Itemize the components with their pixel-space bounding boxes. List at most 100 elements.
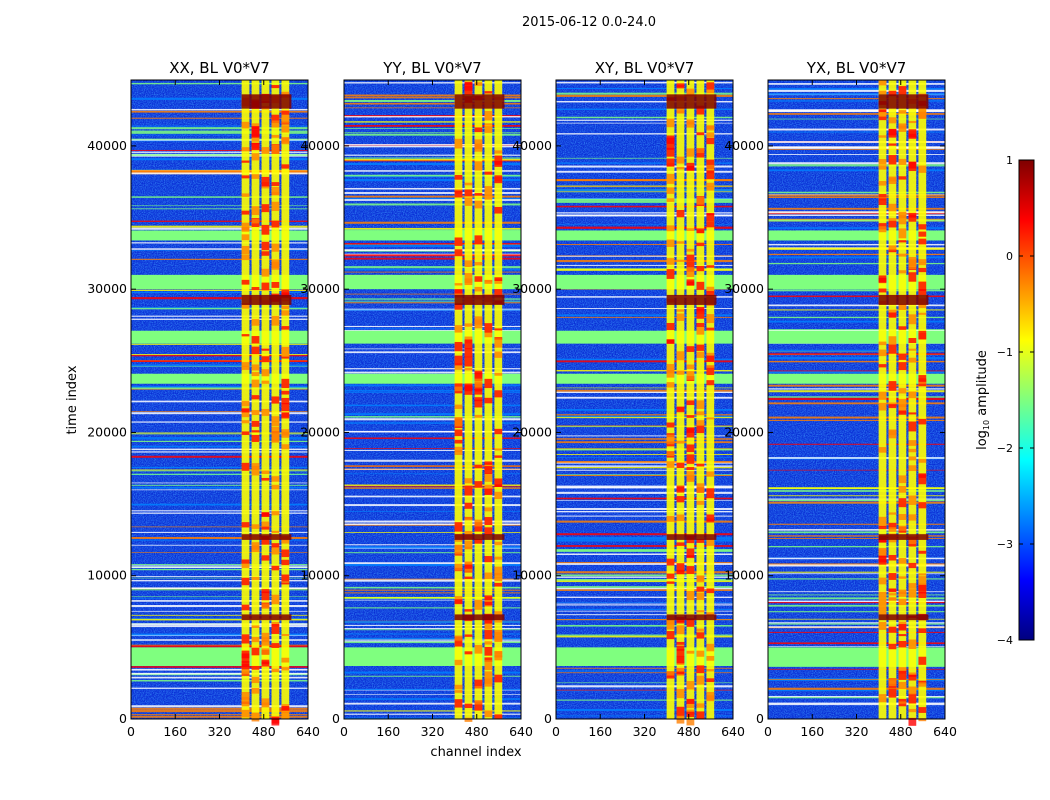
channel-blob — [281, 305, 290, 310]
time-stripe — [131, 526, 308, 528]
strong-band — [878, 294, 929, 305]
time-stripe — [556, 576, 733, 578]
time-stripe — [556, 185, 733, 187]
channel-blob — [464, 189, 473, 197]
channel-blob — [908, 357, 917, 363]
time-stripe — [344, 325, 521, 328]
channel-blob — [494, 455, 503, 458]
channel-blob — [888, 688, 897, 698]
time-stripe — [768, 531, 945, 534]
channel-blob — [484, 111, 493, 121]
channel-blob — [241, 663, 250, 670]
channel-blob — [878, 577, 887, 585]
time-stripe — [556, 201, 733, 203]
channel-blob — [241, 400, 250, 407]
channel-blob — [898, 253, 907, 257]
channel-blob — [908, 536, 917, 545]
channel-blob — [918, 224, 927, 230]
time-stripe — [131, 705, 308, 708]
channel-blob — [676, 370, 685, 375]
channel-blob — [454, 450, 463, 455]
time-stripe — [131, 154, 308, 156]
channel-blob — [898, 410, 907, 415]
channel-blob — [494, 541, 503, 546]
channel-blob — [676, 645, 685, 651]
time-stripe — [131, 666, 308, 668]
time-stripe — [768, 457, 945, 459]
channel-blob — [666, 369, 675, 378]
channel-blob — [281, 125, 290, 133]
channel-blob — [271, 135, 280, 138]
strong-band — [666, 534, 717, 540]
time-stripe — [556, 461, 733, 463]
channel-blob — [271, 182, 280, 186]
time-stripe — [556, 602, 733, 604]
channel-blob — [464, 564, 473, 569]
channel-blob — [271, 530, 280, 533]
channel-blob — [878, 180, 887, 186]
time-stripe — [768, 564, 945, 567]
channel-blob — [898, 640, 907, 648]
channel-blob — [251, 712, 260, 722]
channel-blob — [908, 456, 917, 461]
channel-blob — [666, 452, 675, 457]
channel-blob — [494, 491, 503, 499]
time-stripe — [344, 597, 521, 599]
time-stripe — [768, 262, 945, 265]
channel-blob — [666, 158, 675, 167]
time-stripe — [344, 301, 521, 304]
time-stripe — [344, 675, 521, 677]
channel-column — [676, 80, 685, 719]
time-stripe — [768, 487, 945, 490]
time-stripe — [768, 218, 945, 221]
channel-blob — [706, 364, 715, 368]
channel-blob — [454, 439, 463, 444]
time-stripe — [344, 116, 521, 118]
time-stripe — [556, 520, 733, 523]
time-stripe — [556, 634, 733, 636]
time-stripe — [131, 318, 308, 320]
channel-blob — [484, 620, 493, 630]
channel-blob — [706, 327, 715, 331]
channel-blob — [898, 228, 907, 239]
x-tick-label: 480 — [889, 724, 913, 739]
time-stripe — [556, 635, 733, 638]
channel-blob — [271, 281, 280, 288]
channel-blob — [676, 406, 685, 413]
channel-blob — [898, 634, 907, 637]
time-stripe — [768, 371, 945, 374]
time-stripe — [131, 130, 308, 133]
time-stripe — [556, 199, 733, 202]
channel-blob — [888, 90, 897, 97]
channel-blob — [484, 397, 493, 404]
channel-blob — [686, 699, 695, 704]
channel-blob — [484, 678, 493, 684]
channel-blob — [464, 576, 473, 580]
channel-blob — [706, 538, 715, 546]
channel-blob — [494, 155, 503, 165]
channel-blob — [908, 348, 917, 351]
time-stripe — [768, 191, 945, 194]
channel-blob — [241, 577, 250, 586]
time-stripe — [768, 141, 945, 143]
x-tick-label: 480 — [465, 724, 489, 739]
time-stripe — [344, 564, 521, 567]
time-stripe — [556, 510, 733, 513]
channel-blob — [898, 701, 907, 704]
channel-blob — [484, 466, 493, 474]
time-stripe — [344, 473, 521, 475]
time-stripe — [131, 445, 308, 448]
time-stripe — [768, 495, 945, 497]
channel-blob — [898, 404, 907, 414]
channel-blob — [878, 556, 887, 563]
channel-blob — [261, 589, 270, 594]
channel-blob — [474, 235, 483, 245]
channel-blob — [888, 203, 897, 212]
channel-blob — [908, 338, 917, 343]
channel-blob — [494, 428, 503, 435]
time-stripe — [768, 622, 945, 624]
channel-blob — [686, 711, 695, 718]
time-stripe — [131, 291, 308, 294]
time-stripe — [344, 243, 521, 245]
